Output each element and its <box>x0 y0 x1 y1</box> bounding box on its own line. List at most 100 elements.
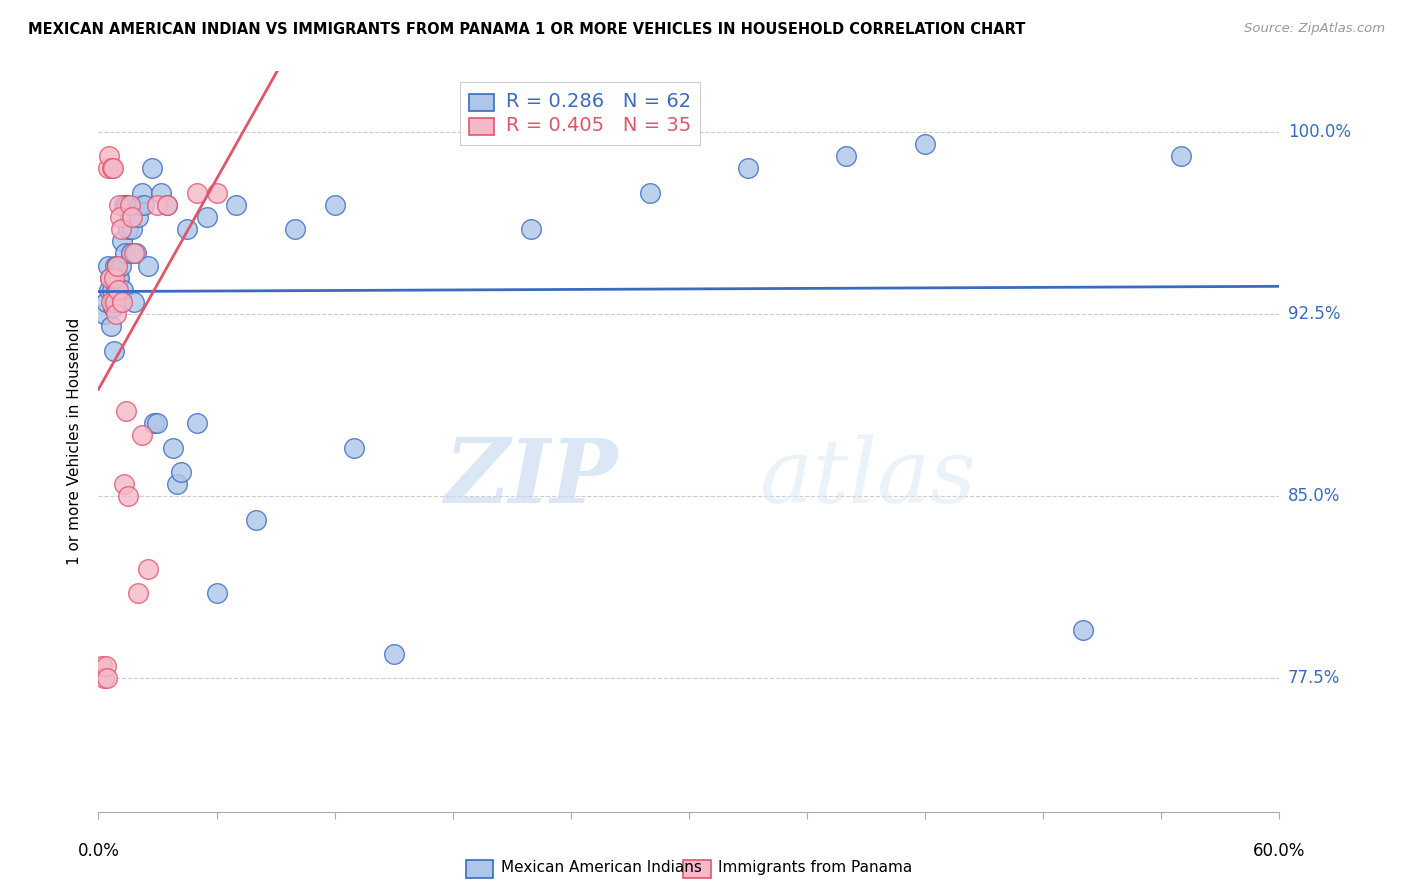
Point <box>118 198 141 212</box>
Text: Source: ZipAtlas.com: Source: ZipAtlas.com <box>1244 22 1385 36</box>
Point <box>96 659 118 673</box>
Point <box>323 198 346 212</box>
Text: 85.0%: 85.0% <box>1288 487 1340 505</box>
Point <box>156 198 179 212</box>
Point <box>111 234 134 248</box>
Point <box>186 186 208 200</box>
Point <box>98 270 121 285</box>
Point <box>118 210 141 224</box>
Point <box>150 186 173 200</box>
Point <box>195 210 218 224</box>
Point <box>146 417 169 431</box>
Point <box>103 300 125 314</box>
Point <box>110 259 132 273</box>
Point <box>176 222 198 236</box>
Point <box>105 295 128 310</box>
Point <box>117 222 139 236</box>
Point <box>111 295 134 310</box>
Point <box>104 259 127 273</box>
Text: 92.5%: 92.5% <box>1288 305 1340 323</box>
Point <box>121 222 143 236</box>
Point <box>122 246 145 260</box>
Point <box>103 270 125 285</box>
Point <box>108 198 131 212</box>
Point <box>93 307 115 321</box>
Point <box>96 295 118 310</box>
Point <box>93 671 115 685</box>
Point <box>127 586 149 600</box>
Point <box>131 428 153 442</box>
Point <box>835 149 858 163</box>
Point <box>105 307 128 321</box>
Point <box>186 417 208 431</box>
Point <box>112 198 135 212</box>
Text: Immigrants from Panama: Immigrants from Panama <box>718 860 912 874</box>
Point <box>108 210 131 224</box>
Point <box>97 259 120 273</box>
Point <box>382 647 405 661</box>
Point <box>97 161 120 176</box>
Point <box>98 149 121 163</box>
Point <box>737 161 759 176</box>
Point <box>141 161 163 176</box>
Point <box>131 186 153 200</box>
Point <box>104 283 127 297</box>
Point <box>108 270 131 285</box>
Point <box>91 659 114 673</box>
Point <box>98 283 121 297</box>
Point <box>103 343 125 358</box>
Point <box>520 222 543 236</box>
Point <box>1071 623 1094 637</box>
Point <box>107 270 129 285</box>
Point <box>117 489 139 503</box>
Point <box>112 283 135 297</box>
Point <box>166 477 188 491</box>
Point <box>225 198 247 212</box>
Point <box>136 562 159 576</box>
Point <box>136 259 159 273</box>
Point <box>156 198 179 212</box>
Point <box>105 259 128 273</box>
Point <box>122 295 145 310</box>
Text: Mexican American Indians: Mexican American Indians <box>501 860 702 874</box>
Point <box>107 283 129 297</box>
Point <box>914 137 936 152</box>
Legend: R = 0.286   N = 62, R = 0.405   N = 35: R = 0.286 N = 62, R = 0.405 N = 35 <box>460 82 700 145</box>
Point <box>103 161 125 176</box>
Point <box>142 417 165 431</box>
Point <box>115 198 138 212</box>
Text: MEXICAN AMERICAN INDIAN VS IMMIGRANTS FROM PANAMA 1 OR MORE VEHICLES IN HOUSEHOL: MEXICAN AMERICAN INDIAN VS IMMIGRANTS FR… <box>28 22 1025 37</box>
Point <box>125 246 148 260</box>
Text: 77.5%: 77.5% <box>1288 669 1340 687</box>
Text: 100.0%: 100.0% <box>1288 123 1351 141</box>
Point <box>112 477 135 491</box>
Point <box>120 246 142 260</box>
Point <box>110 222 132 236</box>
Point <box>343 441 366 455</box>
Point <box>114 246 136 260</box>
Text: ZIP: ZIP <box>444 435 619 522</box>
Point <box>284 222 307 236</box>
Point <box>108 295 131 310</box>
Point <box>96 671 118 685</box>
Point <box>245 513 267 527</box>
Point <box>146 198 169 212</box>
Point <box>100 295 122 310</box>
Point <box>100 319 122 334</box>
Point <box>127 210 149 224</box>
Text: 60.0%: 60.0% <box>1253 842 1306 860</box>
Text: atlas: atlas <box>759 435 976 522</box>
Point <box>128 198 150 212</box>
Point <box>105 259 128 273</box>
Point <box>104 295 127 310</box>
Point <box>115 404 138 418</box>
Point <box>638 186 661 200</box>
Point <box>132 198 155 212</box>
Text: 0.0%: 0.0% <box>77 842 120 860</box>
Point <box>1170 149 1192 163</box>
Point <box>98 270 121 285</box>
Point <box>115 198 138 212</box>
Point <box>170 465 193 479</box>
Point <box>205 586 228 600</box>
Point <box>101 295 124 310</box>
